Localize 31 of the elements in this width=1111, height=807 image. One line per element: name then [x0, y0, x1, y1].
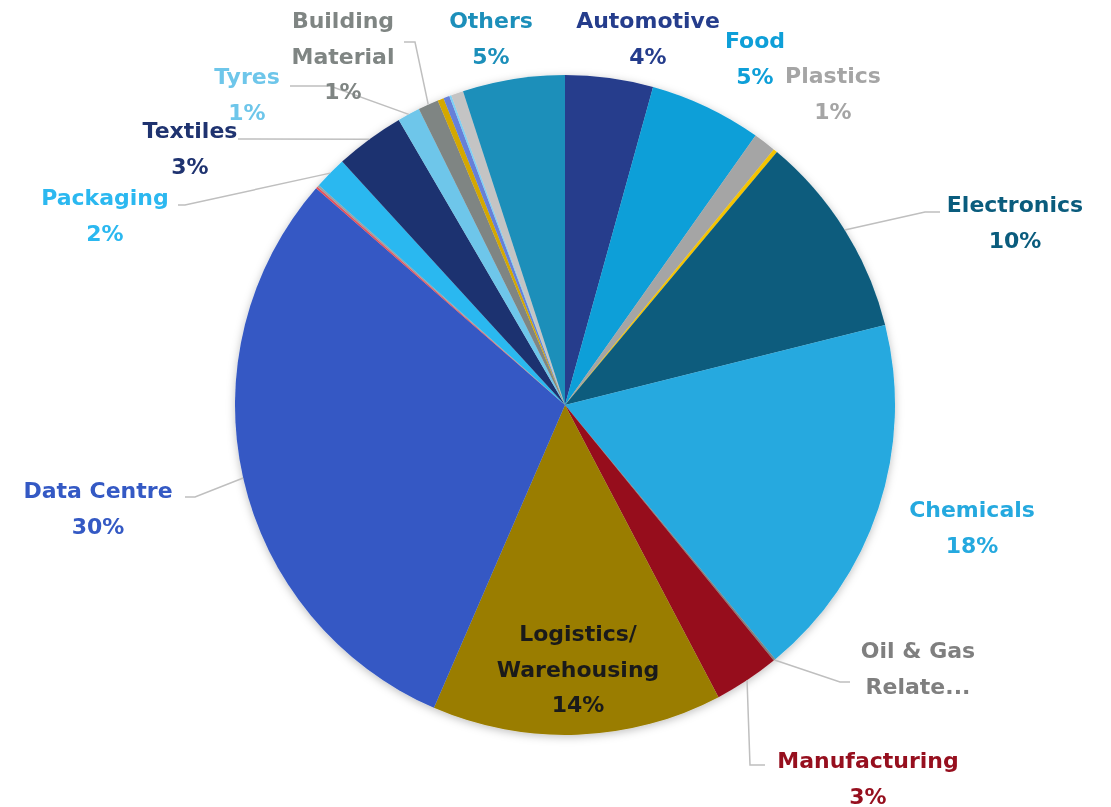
- slice-label: Manufacturing: [777, 748, 959, 773]
- slice-label: Chemicals: [909, 497, 1035, 522]
- slice-label: Data Centre: [23, 478, 173, 503]
- slice-label: Oil & Gas Relate...: [860, 638, 976, 699]
- data-label: 1%: [324, 79, 362, 104]
- pie-slice: [565, 152, 886, 405]
- pie-slice: [565, 86, 756, 405]
- slice-label: Building Material: [291, 8, 395, 69]
- slice-label: Plastics: [785, 63, 881, 88]
- data-label: 14%: [551, 692, 605, 717]
- data-label: 4%: [629, 43, 667, 69]
- data-label: 1%: [814, 98, 852, 124]
- data-label: 30%: [71, 513, 125, 539]
- pie-slice: [433, 405, 719, 735]
- pie-slice: [342, 119, 565, 405]
- pie-slice: [565, 75, 654, 405]
- data-label: 3%: [849, 783, 887, 807]
- slice-label: Electronics: [946, 192, 1084, 217]
- slice-label: Logistics/ Warehousing: [496, 621, 660, 682]
- data-label: 18%: [945, 532, 999, 558]
- slice-label: Food: [724, 28, 786, 53]
- data-label: 2%: [86, 220, 124, 246]
- slice-label: Tyres: [214, 64, 280, 89]
- slice-label: Packaging: [41, 185, 169, 210]
- data-label: 1%: [228, 99, 266, 125]
- data-label: 5%: [472, 43, 510, 69]
- data-label: 3%: [171, 153, 209, 179]
- slice-label: Automotive: [576, 8, 720, 33]
- slice-label: Others: [449, 8, 533, 33]
- data-label: 5%: [736, 63, 774, 89]
- data-label: 10%: [988, 227, 1042, 253]
